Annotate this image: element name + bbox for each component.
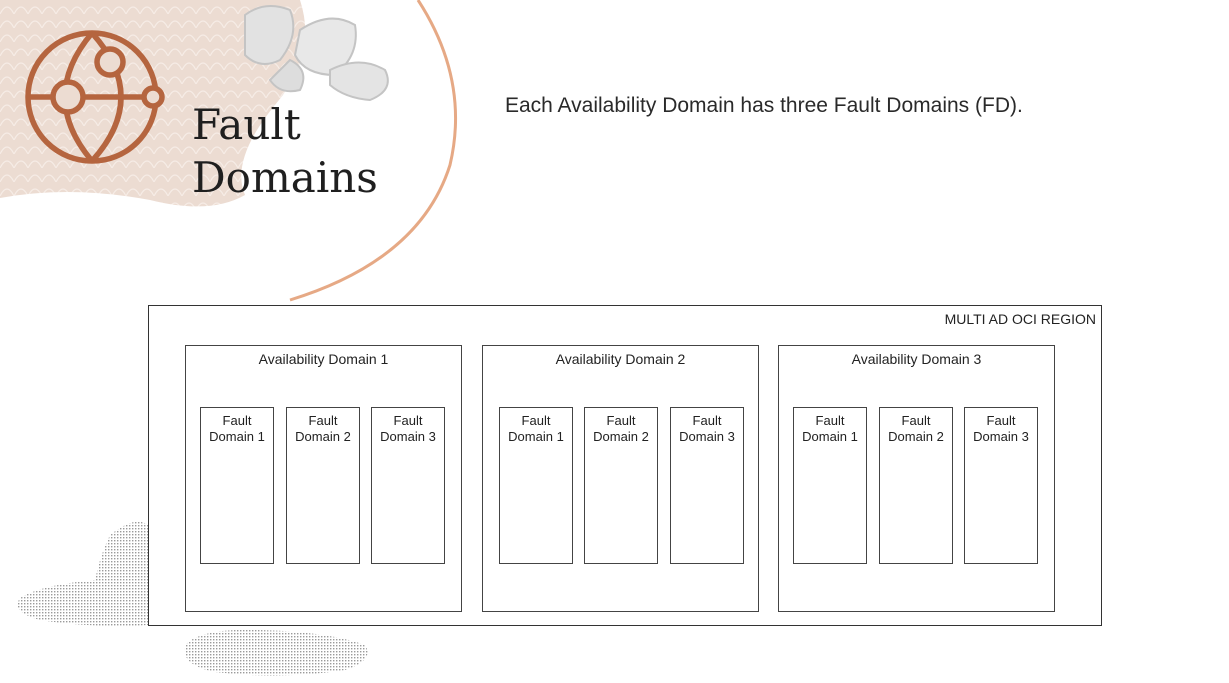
fault-domain-line2: Domain 2 [593, 429, 649, 444]
fault-domain-1: Fault Domain 1 [793, 407, 867, 564]
availability-domain-2: Availability Domain 2 Fault Domain 1 Fau… [482, 345, 759, 612]
fault-domain-line1: Fault [308, 413, 338, 428]
region-box: MULTI AD OCI REGION Availability Domain … [148, 305, 1102, 626]
fault-domain-line2: Domain 1 [209, 429, 265, 444]
fault-domain-3: Fault Domain 3 [964, 407, 1038, 564]
fault-domain-line2: Domain 2 [295, 429, 351, 444]
fault-domain-line2: Domain 3 [973, 429, 1029, 444]
hatched-blob-left [17, 521, 148, 626]
fault-domain-line1: Fault [986, 413, 1016, 428]
fault-domain-line2: Domain 1 [802, 429, 858, 444]
fault-domain-line1: Fault [815, 413, 845, 428]
availability-domain-3: Availability Domain 3 Fault Domain 1 Fau… [778, 345, 1055, 612]
title-line-2: Domains [192, 153, 378, 202]
fault-domain-2: Fault Domain 2 [879, 407, 953, 564]
availability-domain-label: Availability Domain 3 [851, 351, 982, 367]
fault-domain-3: Fault Domain 3 [670, 407, 744, 564]
availability-domain-label: Availability Domain 2 [555, 351, 686, 367]
fault-domain-line1: Fault [222, 413, 252, 428]
hatched-blob-bottom [184, 629, 368, 676]
fault-domain-line1: Fault [606, 413, 636, 428]
fault-domain-line1: Fault [393, 413, 423, 428]
slide-subtitle: Each Availability Domain has three Fault… [505, 94, 1023, 117]
slide-title: Fault Domains [192, 98, 378, 204]
fault-domain-1: Fault Domain 1 [200, 407, 274, 564]
fault-domain-line2: Domain 3 [380, 429, 436, 444]
region-label: MULTI AD OCI REGION [944, 311, 1096, 327]
fault-domain-line1: Fault [692, 413, 722, 428]
fault-domain-line1: Fault [901, 413, 931, 428]
globe-network-icon [25, 30, 165, 164]
fault-domain-3: Fault Domain 3 [371, 407, 445, 564]
availability-domain-label: Availability Domain 1 [258, 351, 389, 367]
fault-domain-2: Fault Domain 2 [584, 407, 658, 564]
fault-domain-line2: Domain 1 [508, 429, 564, 444]
fault-domain-2: Fault Domain 2 [286, 407, 360, 564]
availability-domain-1: Availability Domain 1 Fault Domain 1 Fau… [185, 345, 462, 612]
fault-domain-line1: Fault [521, 413, 551, 428]
leaf-cluster [244, 5, 389, 102]
fault-domain-1: Fault Domain 1 [499, 407, 573, 564]
orange-arc [289, 0, 458, 302]
fault-domain-line2: Domain 3 [679, 429, 735, 444]
fault-domain-line2: Domain 2 [888, 429, 944, 444]
title-line-1: Fault [192, 100, 301, 149]
